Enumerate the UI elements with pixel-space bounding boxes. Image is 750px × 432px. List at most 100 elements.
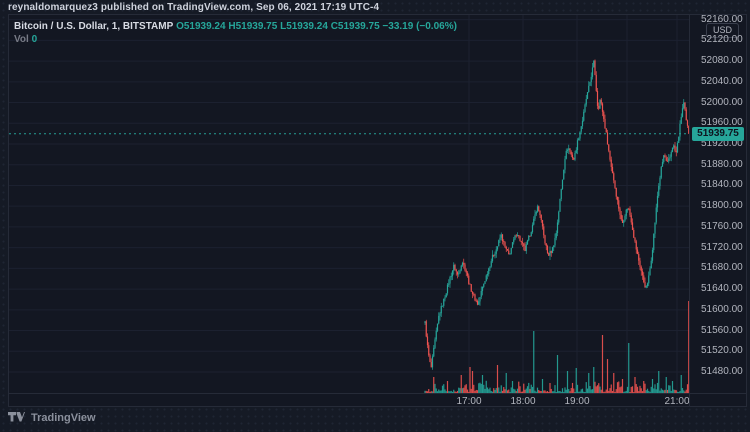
candle-body [586,91,589,100]
volume-bar [450,390,452,393]
candle-body [569,148,571,152]
candle-body [635,241,637,250]
volume-bar [565,389,567,393]
volume-bar [426,391,429,393]
volume-bar [444,389,446,393]
candle-body [645,286,647,288]
publish-bar: reynaldomarquez3 published on TradingVie… [8,1,379,14]
candle-body [485,275,487,282]
volume-bar [454,391,456,393]
candle-body [576,140,579,151]
volume-bar [511,381,514,393]
candle-body [463,262,465,265]
volume-bar [679,390,681,393]
candle-body [518,235,520,236]
volume-bar [518,381,520,393]
candle-body [530,232,532,237]
candle-body [494,253,496,256]
candle-body [431,356,434,368]
volume-bar [473,384,475,393]
volume-bar [475,389,477,393]
candle-body [599,99,601,109]
candle-body [603,111,605,119]
volume-bar [568,389,570,393]
volume-bar [459,388,461,393]
candle-body [685,109,687,121]
candle-body [520,240,522,243]
volume-bar [545,391,547,393]
candle-body [541,220,544,227]
price-tick-label: 52000.00 [701,96,743,108]
candle-body [584,104,586,112]
candle-body [435,330,437,340]
candle-body [498,240,500,247]
candle-body [649,268,651,276]
candle-body [506,249,509,251]
volume-label: Vol [14,34,29,45]
candle-body [688,125,689,134]
volume-bar [549,383,551,393]
candle-body [504,242,506,247]
volume-bar [435,388,437,393]
volume-bar [540,391,542,393]
volume-bar [521,391,524,393]
footer-brand[interactable]: TradingView [8,410,96,426]
volume-bar [641,391,644,393]
candle-body [613,173,615,181]
price-axis[interactable]: USD 51939.75 52160.00 52120.00 52080.00 520… [689,15,746,406]
candle-body [426,336,429,346]
candle-body [600,99,602,104]
volume-bar [460,375,462,393]
volume-bar [626,386,629,393]
volume-bar [644,383,646,393]
volume-bar [508,389,510,393]
volume-bar [665,377,667,393]
volume-bar [669,385,671,393]
candle-body [484,281,486,284]
candle-body [505,246,507,250]
candle-body [570,151,572,155]
candle-body [469,283,471,285]
candle-body [673,145,675,148]
volume-bar [668,385,670,393]
volume-bar [466,389,469,393]
volume-bar [429,391,431,393]
price-tick-label: 51840.00 [701,179,743,191]
candle-body [456,271,459,275]
volume-bar [650,386,652,393]
volume-bar [424,390,426,393]
volume-bar [461,388,464,393]
candle-body [669,156,671,159]
candle-body [466,272,469,276]
candle-body [628,208,630,210]
volume-bar [684,391,686,393]
volume-bar [601,335,604,393]
volume-bar [479,382,481,393]
candle-body [676,142,679,153]
time-tick-label: 21:00 [664,396,690,407]
volume-bar [453,389,455,393]
candle-body [549,250,551,256]
candlestick-chart-canvas[interactable] [9,15,689,407]
candle-body [555,232,557,239]
candle-body [490,261,492,267]
volume-bar [581,388,584,393]
volume-bar [455,391,457,393]
volume-bar [628,343,630,393]
candle-body [561,179,564,190]
volume-bar [558,391,560,393]
time-axis[interactable]: 17:00 18:00 19:00 21:00 [9,393,690,406]
candle-body [429,355,431,363]
volume-bar [570,387,572,393]
volume-bar [445,391,447,393]
candle-body [643,275,645,283]
volume-bar [425,390,427,393]
candle-body [556,222,559,233]
candle-body [481,286,484,291]
candle-body [436,323,439,331]
price-tick-label: 51520.00 [701,345,743,357]
candle-body [571,154,574,159]
candle-body [666,160,669,162]
currency-badge[interactable]: USD [706,23,740,38]
volume-bar [670,390,672,393]
